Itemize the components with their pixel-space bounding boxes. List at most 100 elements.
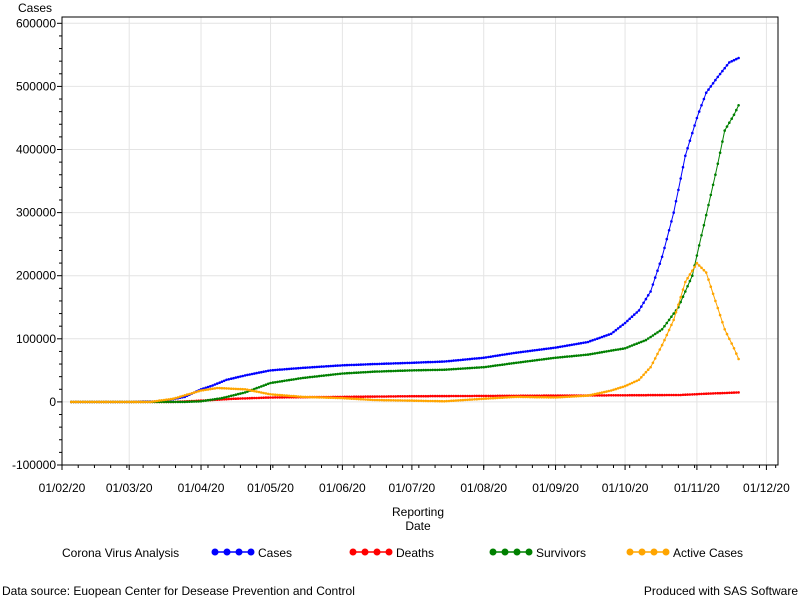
data-point xyxy=(482,397,486,401)
data-point xyxy=(396,369,400,373)
data-point xyxy=(658,348,662,351)
data-point xyxy=(320,374,323,378)
data-point xyxy=(635,342,638,346)
data-point xyxy=(480,366,483,369)
data-point xyxy=(577,394,580,398)
data-point xyxy=(331,396,335,400)
data-point xyxy=(260,391,263,394)
data-point xyxy=(225,395,228,399)
data-point xyxy=(697,392,701,396)
data-point xyxy=(229,387,233,391)
data-point xyxy=(283,394,286,397)
data-point xyxy=(732,347,736,350)
data-point xyxy=(429,394,432,398)
data-point xyxy=(415,369,418,372)
data-point xyxy=(313,395,316,399)
data-point xyxy=(338,372,342,376)
data-point xyxy=(202,399,205,403)
data-point xyxy=(206,388,210,391)
data-point xyxy=(313,365,316,369)
legend-marker xyxy=(525,548,533,556)
data-point xyxy=(538,395,541,399)
data-point xyxy=(454,394,458,398)
data-point xyxy=(732,113,736,117)
data-point xyxy=(554,356,557,360)
data-point xyxy=(526,349,529,353)
data-point xyxy=(255,390,258,393)
data-point xyxy=(616,387,620,390)
data-point xyxy=(512,361,516,365)
data-point xyxy=(431,368,435,372)
data-point xyxy=(408,399,411,402)
data-point xyxy=(350,397,353,401)
data-point xyxy=(204,388,207,392)
data-point xyxy=(470,366,474,370)
data-point xyxy=(132,400,136,404)
x-tick-label: 01/11/20 xyxy=(674,481,720,495)
x-tick-label: 01/10/20 xyxy=(602,481,649,495)
data-point xyxy=(672,211,675,214)
data-point xyxy=(526,360,529,363)
data-point xyxy=(81,400,85,404)
data-point xyxy=(408,369,411,372)
series-active-cases xyxy=(70,261,740,404)
data-point xyxy=(709,85,713,88)
data-point xyxy=(336,372,340,376)
data-point xyxy=(470,357,474,361)
data-point xyxy=(371,395,374,398)
data-point xyxy=(735,57,738,61)
data-point xyxy=(239,397,242,400)
data-point xyxy=(547,394,550,397)
data-point xyxy=(612,348,615,352)
legend-marker xyxy=(662,548,670,556)
data-point xyxy=(222,398,226,401)
data-point xyxy=(308,366,312,369)
data-point xyxy=(232,387,235,391)
data-point xyxy=(253,396,256,400)
data-point xyxy=(102,400,105,404)
data-point xyxy=(510,395,513,399)
data-point xyxy=(311,365,314,369)
data-point xyxy=(447,368,451,371)
data-point xyxy=(278,368,282,371)
data-point xyxy=(134,400,138,404)
data-point xyxy=(503,363,506,366)
data-source-note: Data source: Euopean Center for Desease … xyxy=(2,584,355,598)
y-axis-label: Cases xyxy=(18,1,52,15)
data-point xyxy=(556,345,560,349)
data-point xyxy=(735,391,738,394)
data-point xyxy=(684,290,687,293)
data-point xyxy=(382,395,386,398)
data-point xyxy=(304,366,307,370)
data-point xyxy=(165,400,168,404)
data-point xyxy=(711,82,715,85)
data-point xyxy=(378,395,381,398)
data-point xyxy=(114,400,117,404)
data-point xyxy=(436,394,439,398)
data-point xyxy=(596,392,599,395)
data-point xyxy=(531,359,534,363)
data-point xyxy=(570,343,574,347)
data-point xyxy=(468,357,472,361)
data-point xyxy=(707,278,710,281)
data-point xyxy=(315,396,319,399)
x-tick-label: 01/07/20 xyxy=(389,481,436,495)
data-point xyxy=(417,361,421,364)
data-point xyxy=(494,396,497,400)
data-point xyxy=(160,399,163,402)
data-point xyxy=(178,400,182,404)
data-point xyxy=(642,373,645,377)
data-point xyxy=(484,394,488,398)
data-point xyxy=(199,400,203,403)
data-point xyxy=(619,394,622,397)
data-point xyxy=(396,362,400,365)
data-point xyxy=(605,394,608,397)
series-line xyxy=(71,57,739,403)
data-point xyxy=(503,396,506,399)
data-point xyxy=(589,352,592,356)
data-point xyxy=(174,400,177,404)
data-point xyxy=(283,368,286,371)
data-point xyxy=(653,332,657,336)
data-point xyxy=(234,387,238,391)
